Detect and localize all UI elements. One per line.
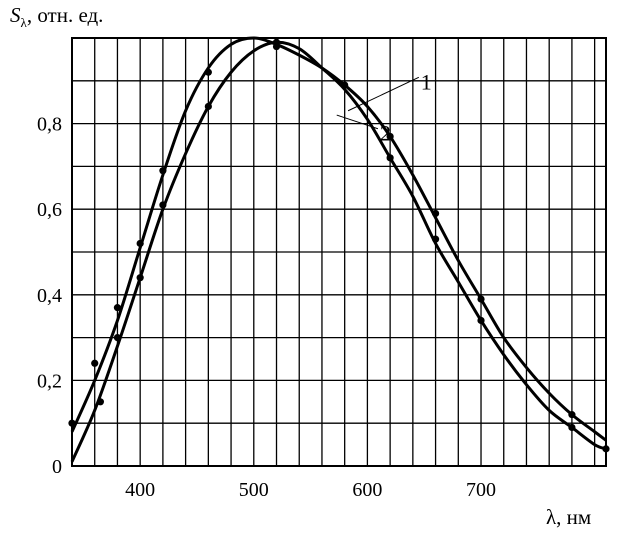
- series-2-point: [568, 423, 576, 432]
- series-2-point: [159, 201, 167, 209]
- series-2-point: [477, 316, 485, 325]
- x-axis-label: λ, нм: [546, 505, 591, 529]
- series-1-point: [113, 304, 122, 312]
- x-tick-label: 600: [352, 479, 382, 501]
- series-1-point: [159, 167, 167, 175]
- series-2-point: [386, 154, 394, 162]
- series-1-line: [70, 36, 607, 442]
- series-1-point: [431, 209, 440, 218]
- series-2-point: [136, 274, 144, 282]
- series-label-1: 1: [421, 69, 432, 94]
- series-2-point: [431, 235, 440, 243]
- series-1-point: [477, 295, 485, 303]
- series-1-point: [568, 411, 576, 419]
- series-2-point: [113, 334, 122, 342]
- y-axis-label-main: S: [10, 3, 21, 27]
- series-2-point: [68, 419, 76, 427]
- series-2-point: [602, 445, 610, 453]
- x-tick-label: 500: [239, 479, 269, 501]
- series-1-point: [386, 132, 394, 141]
- y-tick-label: 0,2: [37, 370, 62, 392]
- series-2-point: [272, 42, 281, 51]
- x-tick-label: 400: [125, 479, 155, 501]
- series-2-point: [96, 398, 105, 406]
- series-1-point: [341, 81, 349, 89]
- y-axis-label: Sλ, отн. ед.: [10, 3, 103, 30]
- series-1-point: [91, 359, 99, 367]
- y-axis-label-rest: , отн. ед.: [27, 3, 104, 27]
- annotation-leader: [347, 76, 420, 112]
- markers: [68, 38, 610, 453]
- x-tick-label: 700: [466, 479, 496, 501]
- y-tick-label: 0: [52, 456, 62, 478]
- series-1-point: [204, 68, 212, 76]
- plot-frame: [71, 37, 607, 467]
- y-tick-label: 0,4: [37, 285, 62, 307]
- annotation-leader: [336, 114, 379, 130]
- tick-labels: 400 500 600 700 0 0,2 0,4 0,6 0,8: [37, 114, 496, 501]
- grid: [72, 38, 606, 466]
- y-tick-label: 0,6: [37, 199, 62, 221]
- annotations: 12: [336, 69, 432, 146]
- series-1-point: [136, 239, 144, 248]
- y-axis-label-sub: λ: [21, 15, 28, 30]
- series-2-point: [204, 102, 212, 111]
- y-tick-label: 0,8: [37, 114, 62, 136]
- series-label-2: 2: [380, 121, 391, 146]
